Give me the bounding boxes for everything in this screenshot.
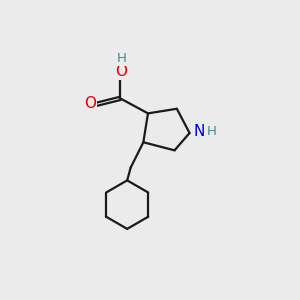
Text: H: H <box>116 52 126 65</box>
Text: N: N <box>194 124 205 140</box>
Text: H: H <box>207 125 216 138</box>
Text: O: O <box>116 64 128 79</box>
Text: O: O <box>84 96 96 111</box>
